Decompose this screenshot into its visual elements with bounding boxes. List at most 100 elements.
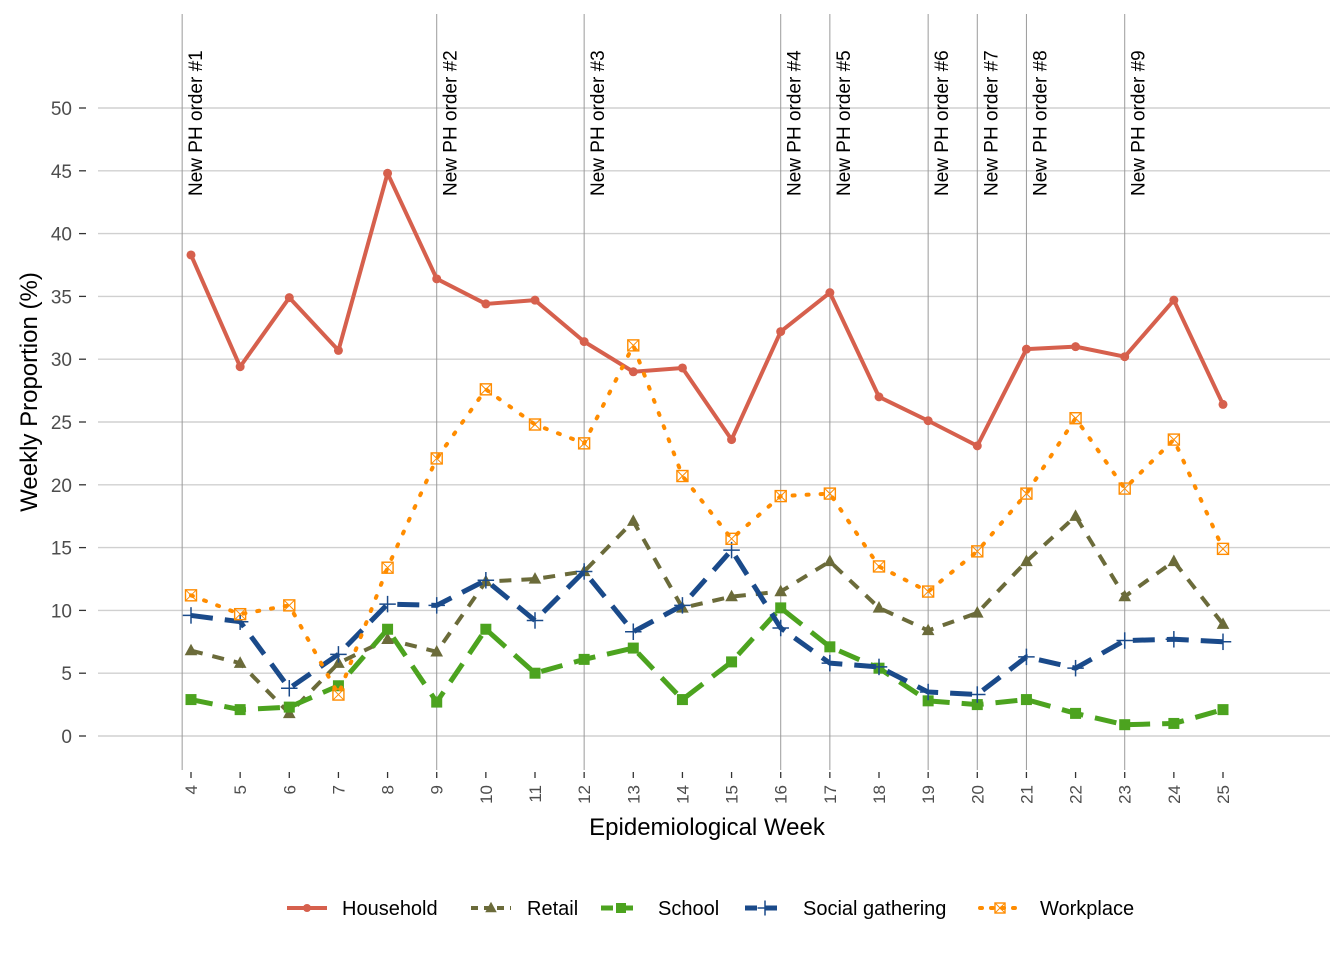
point-marker [627, 339, 640, 352]
point-marker [921, 623, 935, 636]
series-line [189, 343, 1225, 697]
x-axis-title: Epidemiological Week [589, 814, 826, 841]
point-marker [775, 602, 787, 614]
point-marker [677, 363, 687, 373]
point-marker [1218, 399, 1228, 409]
point-marker [1067, 659, 1084, 677]
point-marker [235, 362, 245, 372]
point-marker [823, 487, 837, 500]
point-marker [1116, 632, 1133, 649]
point-marker [579, 337, 589, 347]
legend-item: Retail [471, 898, 578, 920]
point-marker [1118, 482, 1131, 495]
point-marker [825, 288, 835, 298]
series-social-gathering [182, 541, 1232, 703]
point-marker [332, 688, 345, 701]
ph-order-label: New PH order #8 [1030, 50, 1051, 196]
series-line [190, 547, 1224, 698]
x-tick-label: 16 [772, 785, 791, 804]
point-marker [428, 597, 445, 614]
x-tick-label: 22 [1067, 785, 1086, 804]
point-marker [725, 589, 738, 602]
point-marker [628, 367, 638, 377]
point-marker [1214, 633, 1232, 651]
point-marker [616, 903, 626, 913]
x-tick-label: 15 [723, 785, 742, 804]
x-axis: 4 5 6 7 8 9 10 11 12 13 14 15 16 17 18 19 20 21 22 23 24 25 [182, 772, 1233, 804]
point-marker [284, 293, 294, 303]
point-marker [972, 441, 982, 451]
point-marker [774, 489, 787, 503]
point-marker [186, 250, 196, 260]
legend-label: Household [342, 898, 438, 920]
point-marker [1069, 412, 1082, 425]
point-marker [528, 418, 542, 431]
point-marker [182, 607, 200, 624]
ph-order-label: New PH order #5 [834, 50, 855, 196]
x-tick-label: 10 [477, 785, 496, 804]
point-marker [625, 623, 642, 641]
x-tick-label: 14 [673, 785, 692, 804]
point-marker [479, 383, 493, 396]
point-marker [823, 554, 837, 567]
y-tick-label: 45 [51, 162, 72, 183]
ph-order-label: New PH order #6 [932, 50, 953, 196]
point-marker [303, 904, 311, 912]
point-marker [381, 632, 394, 644]
y-tick-label: 15 [51, 539, 72, 560]
x-tick-label: 6 [280, 785, 299, 794]
y-tick-label: 35 [51, 287, 72, 308]
x-tick-label: 24 [1165, 785, 1184, 804]
y-axis: 0 5 10 15 20 25 30 35 40 45 50 [51, 99, 86, 748]
point-marker [283, 701, 295, 713]
y-tick-label: 30 [51, 350, 72, 371]
y-tick-label: 0 [61, 727, 72, 748]
x-tick-label: 20 [968, 785, 987, 804]
series-workplace [184, 339, 1230, 701]
point-marker [921, 585, 935, 598]
point-marker [480, 623, 492, 635]
point-marker [1167, 554, 1181, 567]
point-marker [1118, 589, 1132, 602]
x-tick-label: 7 [329, 785, 348, 794]
series-line [190, 605, 1224, 728]
legend-label: School [658, 898, 719, 920]
legend-item: Workplace [978, 898, 1134, 920]
x-tick-label: 18 [870, 785, 889, 804]
y-tick-label: 10 [51, 601, 72, 622]
y-tick-label: 50 [51, 99, 72, 120]
point-marker [1119, 719, 1131, 731]
point-marker [577, 437, 591, 450]
point-marker [430, 452, 443, 465]
x-tick-label: 4 [182, 785, 201, 794]
point-marker [969, 686, 986, 703]
point-marker [725, 532, 738, 546]
point-marker [1169, 295, 1179, 305]
series-layer [182, 168, 1232, 731]
point-marker [526, 612, 544, 629]
point-marker [234, 704, 246, 716]
point-marker [1069, 509, 1082, 521]
point-marker [626, 514, 640, 526]
point-marker [1168, 717, 1180, 729]
point-marker [431, 696, 443, 708]
point-marker [381, 561, 394, 574]
point-marker [726, 656, 738, 668]
x-tick-label: 5 [231, 785, 250, 794]
point-marker [430, 644, 444, 657]
point-marker [330, 646, 347, 663]
point-marker [1120, 352, 1130, 362]
legend-label: Workplace [1040, 898, 1134, 920]
point-marker [772, 619, 789, 637]
x-tick-label: 8 [379, 785, 398, 794]
point-marker [727, 435, 737, 445]
point-marker [1216, 617, 1230, 629]
point-marker [1020, 487, 1033, 500]
point-marker [971, 699, 983, 711]
legend-item: Social gathering [745, 898, 946, 920]
point-marker [477, 572, 495, 589]
y-tick-label: 25 [51, 413, 72, 434]
point-marker [872, 560, 886, 573]
point-marker [382, 623, 394, 635]
